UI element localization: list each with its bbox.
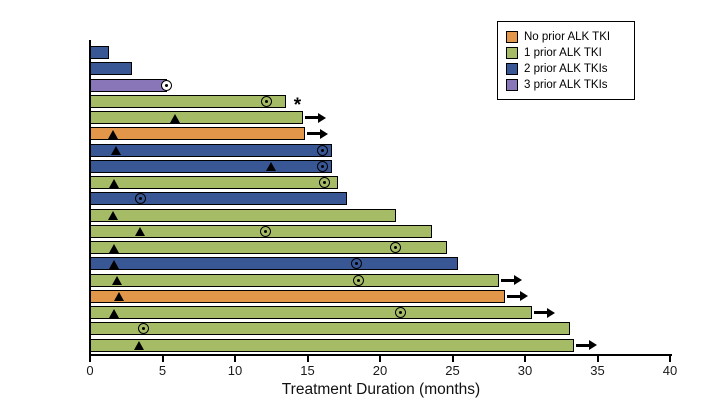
- circled-dot-marker: [351, 258, 363, 270]
- circled-dot-marker: [261, 95, 273, 107]
- triangle-marker: [109, 308, 120, 318]
- asterisk-note: *: [293, 94, 302, 116]
- treatment-bar: [90, 289, 505, 303]
- legend-swatch-2-prior: [506, 63, 518, 75]
- circled-dot-marker: [259, 225, 271, 237]
- triangle-marker: [112, 276, 123, 285]
- x-tick-label: 20: [372, 363, 388, 378]
- legend-label: 2 prior ALK TKIs: [524, 63, 608, 75]
- x-tick: [89, 356, 91, 362]
- x-tick-label: 35: [590, 363, 605, 378]
- x-tick: [234, 356, 236, 362]
- treatment-bar: [90, 94, 286, 108]
- treatment-bar: [90, 127, 305, 141]
- legend-label: No prior ALK TKI: [524, 31, 611, 43]
- triangle-marker: [133, 341, 144, 350]
- circled-dot-marker: [316, 144, 328, 156]
- treatment-bar: [90, 208, 396, 222]
- triangle-marker: [135, 227, 146, 237]
- x-tick-label: 25: [445, 363, 460, 378]
- treatment-bar: [90, 306, 533, 319]
- legend-swatch-3-prior: [506, 79, 518, 91]
- treatment-bar: [90, 257, 459, 271]
- circled-dot-marker: [138, 323, 150, 335]
- triangle-marker: [110, 146, 121, 155]
- triangle-marker: [109, 178, 120, 188]
- legend-item-3-prior: 3 prior ALK TKIs: [506, 78, 626, 92]
- triangle-marker: [107, 129, 118, 139]
- circled-dot-marker: [352, 274, 364, 286]
- circled-dot-marker: [390, 242, 402, 253]
- treatment-bar: [90, 192, 347, 206]
- ongoing-arrow: [500, 275, 522, 285]
- treatment-bar: [90, 46, 109, 59]
- treatment-bar: [90, 62, 133, 76]
- treatment-bar: [90, 322, 570, 336]
- triangle-marker: [265, 162, 276, 172]
- treatment-bar: [90, 78, 167, 92]
- x-tick: [669, 356, 671, 362]
- treatment-bar: [90, 273, 499, 287]
- x-axis-line: [89, 354, 672, 356]
- x-tick: [161, 356, 164, 362]
- legend-label: 3 prior ALK TKIs: [524, 79, 608, 91]
- triangle-marker: [107, 211, 118, 220]
- x-axis-title: Treatment Duration (months): [281, 381, 481, 398]
- ongoing-arrow: [576, 340, 598, 350]
- circled-dot-marker: [316, 160, 328, 172]
- legend: No prior ALK TKI 1 prior ALK TKI 2 prior…: [497, 21, 635, 100]
- treatment-bar: [90, 241, 447, 254]
- x-tick-label: 15: [300, 363, 315, 378]
- x-tick: [306, 356, 309, 362]
- treatment-bar: [90, 111, 304, 124]
- plot-area: *: [90, 0, 672, 356]
- legend-label: 1 prior ALK TKI: [524, 47, 602, 59]
- treatment-bar: [90, 176, 338, 189]
- ongoing-arrow: [534, 307, 556, 318]
- treatment-bar: [90, 143, 333, 157]
- triangle-marker: [170, 113, 181, 123]
- legend-swatch-1-prior: [506, 47, 518, 59]
- ongoing-arrow: [306, 128, 328, 139]
- ongoing-arrow: [305, 112, 327, 123]
- triangle-marker: [113, 292, 124, 302]
- triangle-marker: [109, 243, 120, 253]
- x-tick: [524, 356, 526, 362]
- x-tick: [379, 356, 381, 362]
- circled-dot-marker: [319, 177, 331, 188]
- legend-swatch-no-prior: [506, 31, 518, 43]
- x-tick-label: 5: [158, 363, 167, 378]
- circled-dot-marker: [394, 307, 406, 318]
- treatment-bar: [90, 338, 575, 352]
- x-tick: [451, 356, 454, 362]
- x-tick-label: 0: [86, 363, 94, 378]
- triangle-marker: [109, 259, 120, 269]
- x-tick-label: 10: [227, 363, 243, 378]
- x-tick-label: 40: [662, 363, 678, 378]
- circled-dot-marker: [135, 193, 147, 205]
- legend-item-no-prior: No prior ALK TKI: [506, 30, 626, 44]
- x-tick-label: 30: [517, 363, 533, 378]
- treatment-bar: [90, 159, 333, 173]
- legend-item-1-prior: 1 prior ALK TKI: [506, 46, 626, 60]
- ongoing-arrow: [506, 291, 528, 302]
- x-tick: [596, 356, 599, 362]
- end-circle-marker: [161, 79, 173, 91]
- legend-item-2-prior: 2 prior ALK TKIs: [506, 62, 626, 76]
